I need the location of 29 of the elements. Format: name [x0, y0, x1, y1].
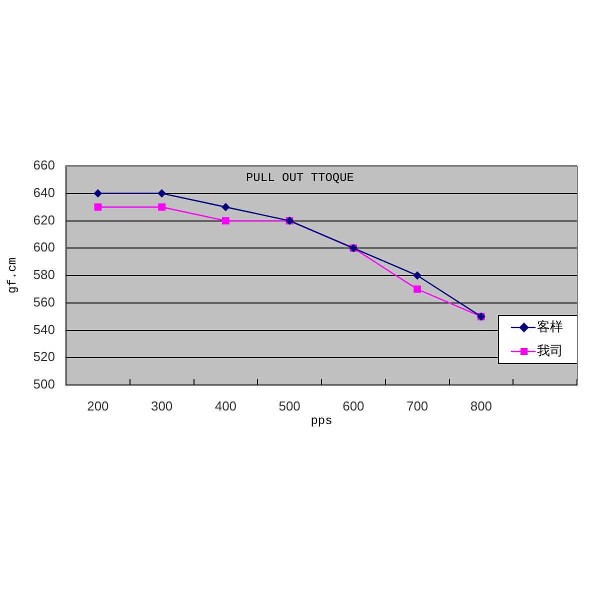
point [222, 217, 230, 224]
point [414, 286, 421, 293]
y-tick-label: 540 [33, 322, 55, 337]
x-tick-label: 700 [406, 398, 428, 414]
x-tick-label: 500 [278, 398, 300, 414]
point [158, 189, 166, 198]
point [413, 272, 422, 280]
point [158, 203, 166, 211]
x-tick-label: 600 [342, 398, 364, 414]
x-tick-label: 200 [87, 398, 109, 414]
y-tick-label: 560 [33, 294, 55, 310]
text: PULL OUT TTOQUE [246, 171, 354, 186]
x-tick-label: 800 [470, 398, 492, 414]
x-axis-title: pps [310, 414, 332, 428]
x-tick-label: 300 [150, 398, 173, 414]
y-tick-label: 600 [33, 240, 55, 255]
x-tick-label: 400 [214, 398, 237, 414]
legend-label: 我司 [537, 342, 563, 358]
point [222, 203, 230, 212]
y-tick-label: 520 [33, 349, 55, 364]
point [94, 203, 102, 211]
y-tick-label: 640 [33, 184, 55, 200]
y-tick-label: 500 [33, 376, 55, 392]
y-tick-label: 620 [33, 212, 55, 228]
point [94, 189, 102, 198]
y-tick-label: 660 [33, 158, 55, 173]
y-axis-title: gf.cm [5, 257, 20, 294]
legend-label: 客样 [537, 318, 563, 334]
y-tick-label: 580 [33, 267, 55, 282]
